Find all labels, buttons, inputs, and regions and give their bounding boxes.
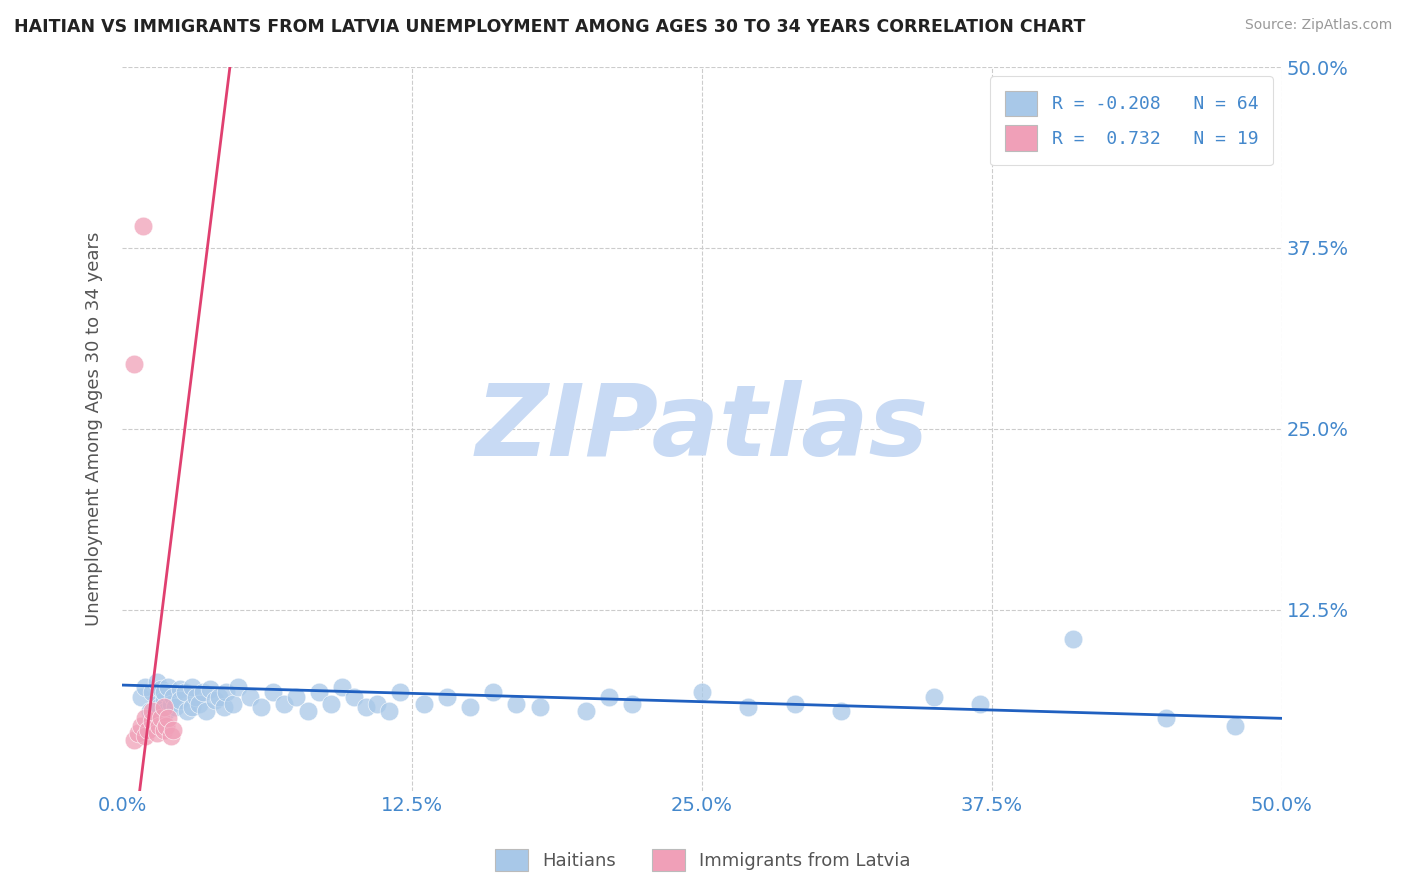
Point: [598, 690, 620, 704]
Point: [150, 711, 173, 725]
Point: [146, 697, 169, 711]
Point: [222, 697, 245, 711]
Point: [378, 704, 401, 718]
Point: [146, 726, 169, 740]
Point: [273, 697, 295, 711]
Point: [458, 699, 481, 714]
Point: [134, 729, 156, 743]
Point: [783, 697, 806, 711]
Point: [157, 711, 180, 725]
Text: HAITIAN VS IMMIGRANTS FROM LATVIA UNEMPLOYMENT AMONG AGES 30 TO 34 YEARS CORRELA: HAITIAN VS IMMIGRANTS FROM LATVIA UNEMPL…: [14, 18, 1085, 36]
Point: [132, 219, 155, 234]
Point: [193, 685, 215, 699]
Point: [250, 699, 273, 714]
Point: [830, 704, 852, 718]
Point: [153, 699, 176, 714]
Legend: Haitians, Immigrants from Latvia: Haitians, Immigrants from Latvia: [488, 842, 918, 879]
Point: [127, 726, 149, 740]
Point: [297, 704, 319, 718]
Point: [176, 704, 198, 718]
Point: [155, 704, 177, 718]
Point: [141, 704, 163, 718]
Point: [141, 714, 163, 729]
Point: [737, 699, 759, 714]
Point: [148, 718, 170, 732]
Point: [159, 697, 181, 711]
Point: [129, 718, 152, 732]
Point: [180, 680, 202, 694]
Point: [285, 690, 308, 704]
Point: [129, 690, 152, 704]
Point: [1154, 711, 1177, 725]
Point: [148, 699, 170, 714]
Text: Source: ZipAtlas.com: Source: ZipAtlas.com: [1244, 18, 1392, 32]
Y-axis label: Unemployment Among Ages 30 to 34 years: Unemployment Among Ages 30 to 34 years: [86, 232, 103, 626]
Point: [575, 704, 598, 718]
Text: ZIPatlas: ZIPatlas: [475, 380, 928, 477]
Point: [482, 685, 505, 699]
Point: [366, 697, 388, 711]
Point: [153, 692, 176, 706]
Point: [157, 680, 180, 694]
Point: [319, 697, 342, 711]
Point: [212, 699, 235, 714]
Point: [153, 685, 176, 699]
Point: [162, 690, 184, 704]
Point: [969, 697, 991, 711]
Point: [226, 680, 249, 694]
Point: [159, 729, 181, 743]
Point: [139, 704, 162, 718]
Point: [134, 680, 156, 694]
Point: [332, 680, 354, 694]
Point: [173, 685, 195, 699]
Point: [343, 690, 366, 704]
Point: [1062, 632, 1084, 646]
Point: [186, 690, 208, 704]
Point: [389, 685, 412, 699]
Point: [169, 692, 191, 706]
Point: [122, 733, 145, 747]
Point: [690, 685, 713, 699]
Legend: R = -0.208   N = 64, R =  0.732   N = 19: R = -0.208 N = 64, R = 0.732 N = 19: [990, 76, 1272, 165]
Point: [136, 723, 159, 737]
Point: [194, 704, 217, 718]
Point: [262, 685, 284, 699]
Point: [162, 723, 184, 737]
Point: [150, 682, 173, 697]
Point: [122, 357, 145, 371]
Point: [354, 699, 377, 714]
Point: [165, 699, 187, 714]
Point: [436, 690, 458, 704]
Point: [169, 682, 191, 697]
Point: [505, 697, 527, 711]
Point: [208, 690, 231, 704]
Point: [215, 685, 238, 699]
Point: [146, 675, 169, 690]
Point: [412, 697, 434, 711]
Point: [187, 697, 209, 711]
Point: [308, 685, 330, 699]
Point: [155, 718, 177, 732]
Point: [922, 690, 945, 704]
Point: [134, 711, 156, 725]
Point: [529, 699, 551, 714]
Point: [153, 723, 176, 737]
Point: [180, 699, 202, 714]
Point: [141, 685, 163, 699]
Point: [239, 690, 262, 704]
Point: [204, 692, 226, 706]
Point: [198, 682, 221, 697]
Point: [621, 697, 644, 711]
Point: [1225, 718, 1247, 732]
